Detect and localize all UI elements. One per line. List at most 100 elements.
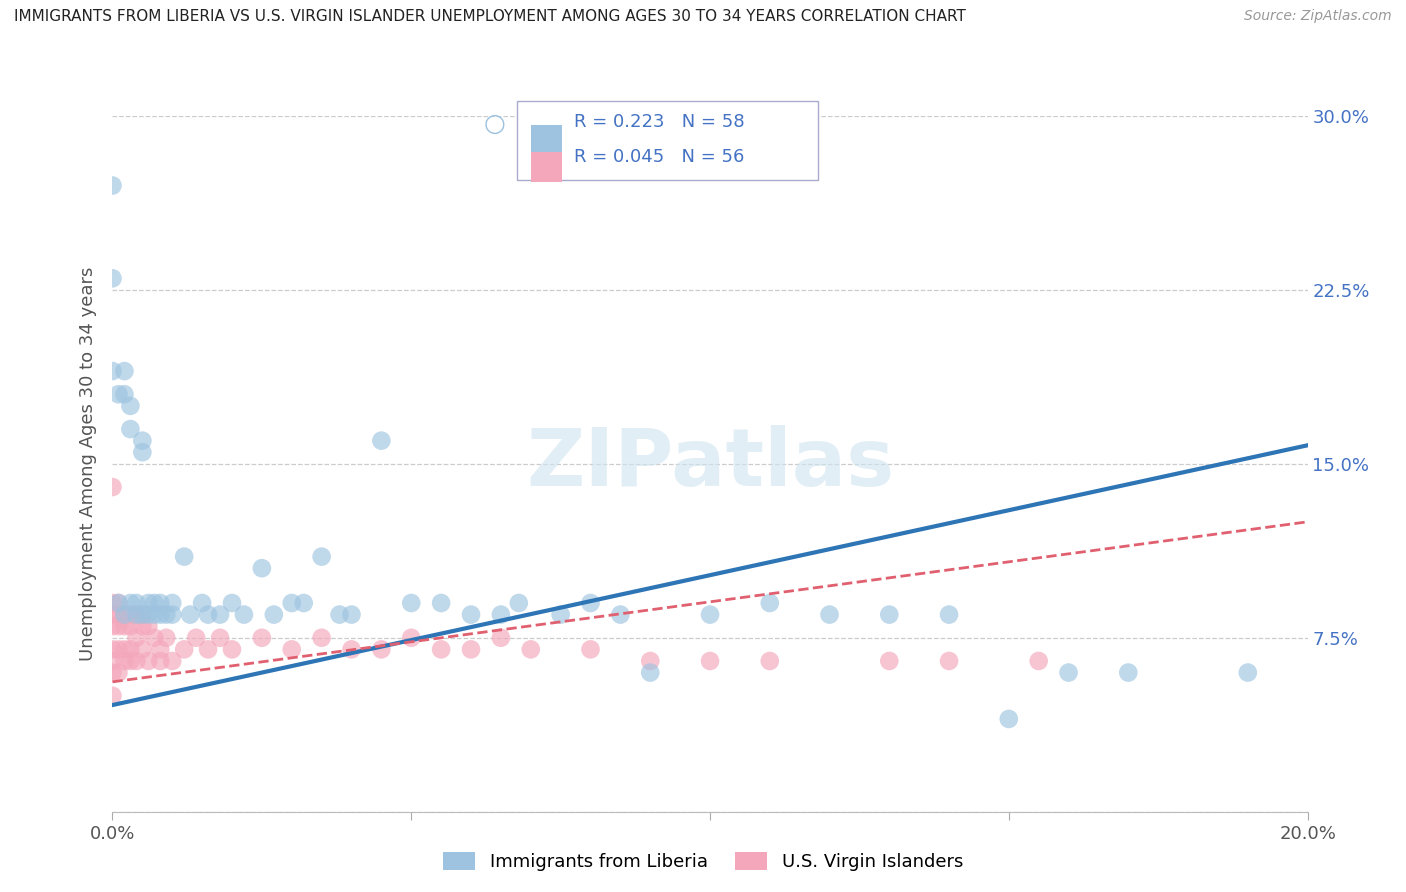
Point <box>340 607 363 622</box>
Point <box>107 387 129 401</box>
Point <box>101 642 124 657</box>
Point <box>328 607 352 622</box>
Point <box>143 596 166 610</box>
Point <box>460 642 482 657</box>
Point <box>131 445 153 459</box>
Text: R = 0.223   N = 58: R = 0.223 N = 58 <box>574 112 744 130</box>
Point <box>114 387 135 401</box>
Point <box>107 596 129 610</box>
Point <box>401 596 423 610</box>
Point <box>120 422 142 436</box>
Point <box>1028 654 1050 668</box>
Point <box>179 607 201 622</box>
Point <box>162 596 183 610</box>
Point <box>107 665 129 680</box>
Point <box>938 607 960 622</box>
Point <box>125 596 148 610</box>
Point <box>114 364 135 378</box>
Point <box>818 607 841 622</box>
Text: IMMIGRANTS FROM LIBERIA VS U.S. VIRGIN ISLANDER UNEMPLOYMENT AMONG AGES 30 TO 34: IMMIGRANTS FROM LIBERIA VS U.S. VIRGIN I… <box>14 9 966 24</box>
Point <box>638 665 662 680</box>
Point <box>149 607 172 622</box>
Point <box>232 607 256 622</box>
Point <box>143 631 166 645</box>
Point <box>250 561 273 575</box>
Point <box>186 631 208 645</box>
Point <box>155 607 177 622</box>
Point <box>120 654 142 668</box>
Point <box>125 607 148 622</box>
Point <box>138 607 160 622</box>
Point <box>311 549 333 564</box>
Point <box>1237 665 1260 680</box>
Point <box>281 642 304 657</box>
Point <box>508 596 530 610</box>
Point <box>138 596 160 610</box>
Y-axis label: Unemployment Among Ages 30 to 34 years: Unemployment Among Ages 30 to 34 years <box>79 267 97 661</box>
Point <box>131 642 153 657</box>
Point <box>149 654 172 668</box>
Point <box>759 654 782 668</box>
Point <box>550 607 572 622</box>
Point <box>460 607 482 622</box>
Point <box>221 596 243 610</box>
Point <box>101 654 124 668</box>
Point <box>208 607 231 622</box>
Legend: Immigrants from Liberia, U.S. Virgin Islanders: Immigrants from Liberia, U.S. Virgin Isl… <box>436 846 970 879</box>
Point <box>114 607 135 622</box>
Point <box>143 607 166 622</box>
Point <box>131 434 153 448</box>
Text: R = 0.045   N = 56: R = 0.045 N = 56 <box>574 148 744 166</box>
Point <box>370 642 392 657</box>
Point <box>138 619 160 633</box>
Point <box>120 642 142 657</box>
Point <box>131 607 153 622</box>
Point <box>149 642 172 657</box>
Point <box>877 607 901 622</box>
Point <box>191 596 214 610</box>
Point <box>699 607 721 622</box>
Point <box>114 654 135 668</box>
Point <box>125 631 148 645</box>
Point <box>292 596 315 610</box>
Point <box>162 654 183 668</box>
Point <box>579 642 602 657</box>
Point <box>149 596 172 610</box>
Point <box>1118 665 1140 680</box>
Text: ○: ○ <box>484 112 506 136</box>
Point <box>173 642 195 657</box>
Point <box>101 596 124 610</box>
Point <box>1057 665 1080 680</box>
Point <box>430 596 453 610</box>
Point <box>699 654 721 668</box>
Point <box>107 642 129 657</box>
Point <box>162 607 183 622</box>
Point <box>155 631 177 645</box>
Point <box>101 619 124 633</box>
Point <box>114 607 135 622</box>
Point <box>579 596 602 610</box>
Point <box>125 607 148 622</box>
Text: Source: ZipAtlas.com: Source: ZipAtlas.com <box>1244 9 1392 23</box>
Point <box>340 642 363 657</box>
Point <box>101 271 124 285</box>
Point <box>101 178 124 193</box>
Point <box>401 631 423 645</box>
Point <box>759 596 782 610</box>
Point <box>120 607 142 622</box>
Point <box>101 364 124 378</box>
Point <box>101 689 124 703</box>
Point <box>197 607 219 622</box>
Point <box>114 642 135 657</box>
Point <box>208 631 231 645</box>
Point <box>101 480 124 494</box>
Point <box>197 642 219 657</box>
Point <box>120 399 142 413</box>
Point <box>114 619 135 633</box>
Point <box>520 642 543 657</box>
Point <box>120 596 142 610</box>
Point <box>489 607 512 622</box>
Point <box>138 654 160 668</box>
Point <box>125 654 148 668</box>
Point <box>107 596 129 610</box>
